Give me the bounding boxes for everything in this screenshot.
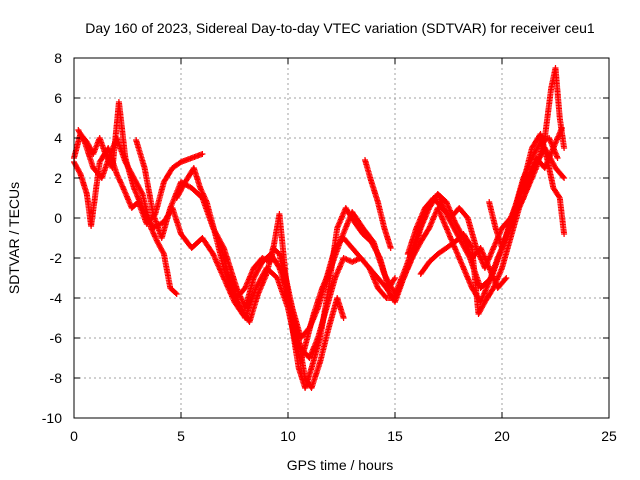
x-tick-label: 20	[494, 428, 510, 444]
y-axis-label: SDTVAR / TECUs	[6, 182, 22, 294]
x-tick-label: 10	[280, 428, 296, 444]
data-series	[75, 127, 180, 297]
data-layer	[71, 65, 568, 391]
x-tick-label: 15	[387, 428, 403, 444]
y-tick-label: 8	[54, 50, 62, 66]
x-axis-label: GPS time / hours	[287, 457, 394, 473]
data-points	[362, 157, 394, 251]
data-series	[216, 205, 398, 391]
tick-layer: 0 5 10 15 20 25 -10 -8 -6 -4 -2 0 2 4 6 8	[42, 50, 617, 444]
y-tick-label: -8	[50, 370, 63, 386]
y-tick-label: 6	[54, 90, 62, 106]
data-series	[362, 157, 394, 251]
x-tick-label: 25	[601, 428, 617, 444]
y-tick-label: -4	[50, 290, 63, 306]
y-tick-label: 4	[54, 130, 62, 146]
y-tick-label: 0	[54, 210, 62, 226]
y-tick-label: -6	[50, 330, 63, 346]
x-tick-label: 0	[70, 428, 78, 444]
chart-title: Day 160 of 2023, Sidereal Day-to-day VTE…	[85, 20, 595, 36]
data-points	[216, 205, 398, 391]
data-points	[486, 131, 568, 251]
y-tick-label: -10	[42, 410, 62, 426]
y-tick-label: 2	[54, 170, 62, 186]
y-tick-label: -2	[50, 250, 63, 266]
data-series	[486, 131, 568, 251]
data-points	[75, 127, 180, 297]
plot-frame	[73, 57, 610, 419]
x-tick-label: 5	[177, 428, 185, 444]
grid-layer	[74, 58, 609, 418]
